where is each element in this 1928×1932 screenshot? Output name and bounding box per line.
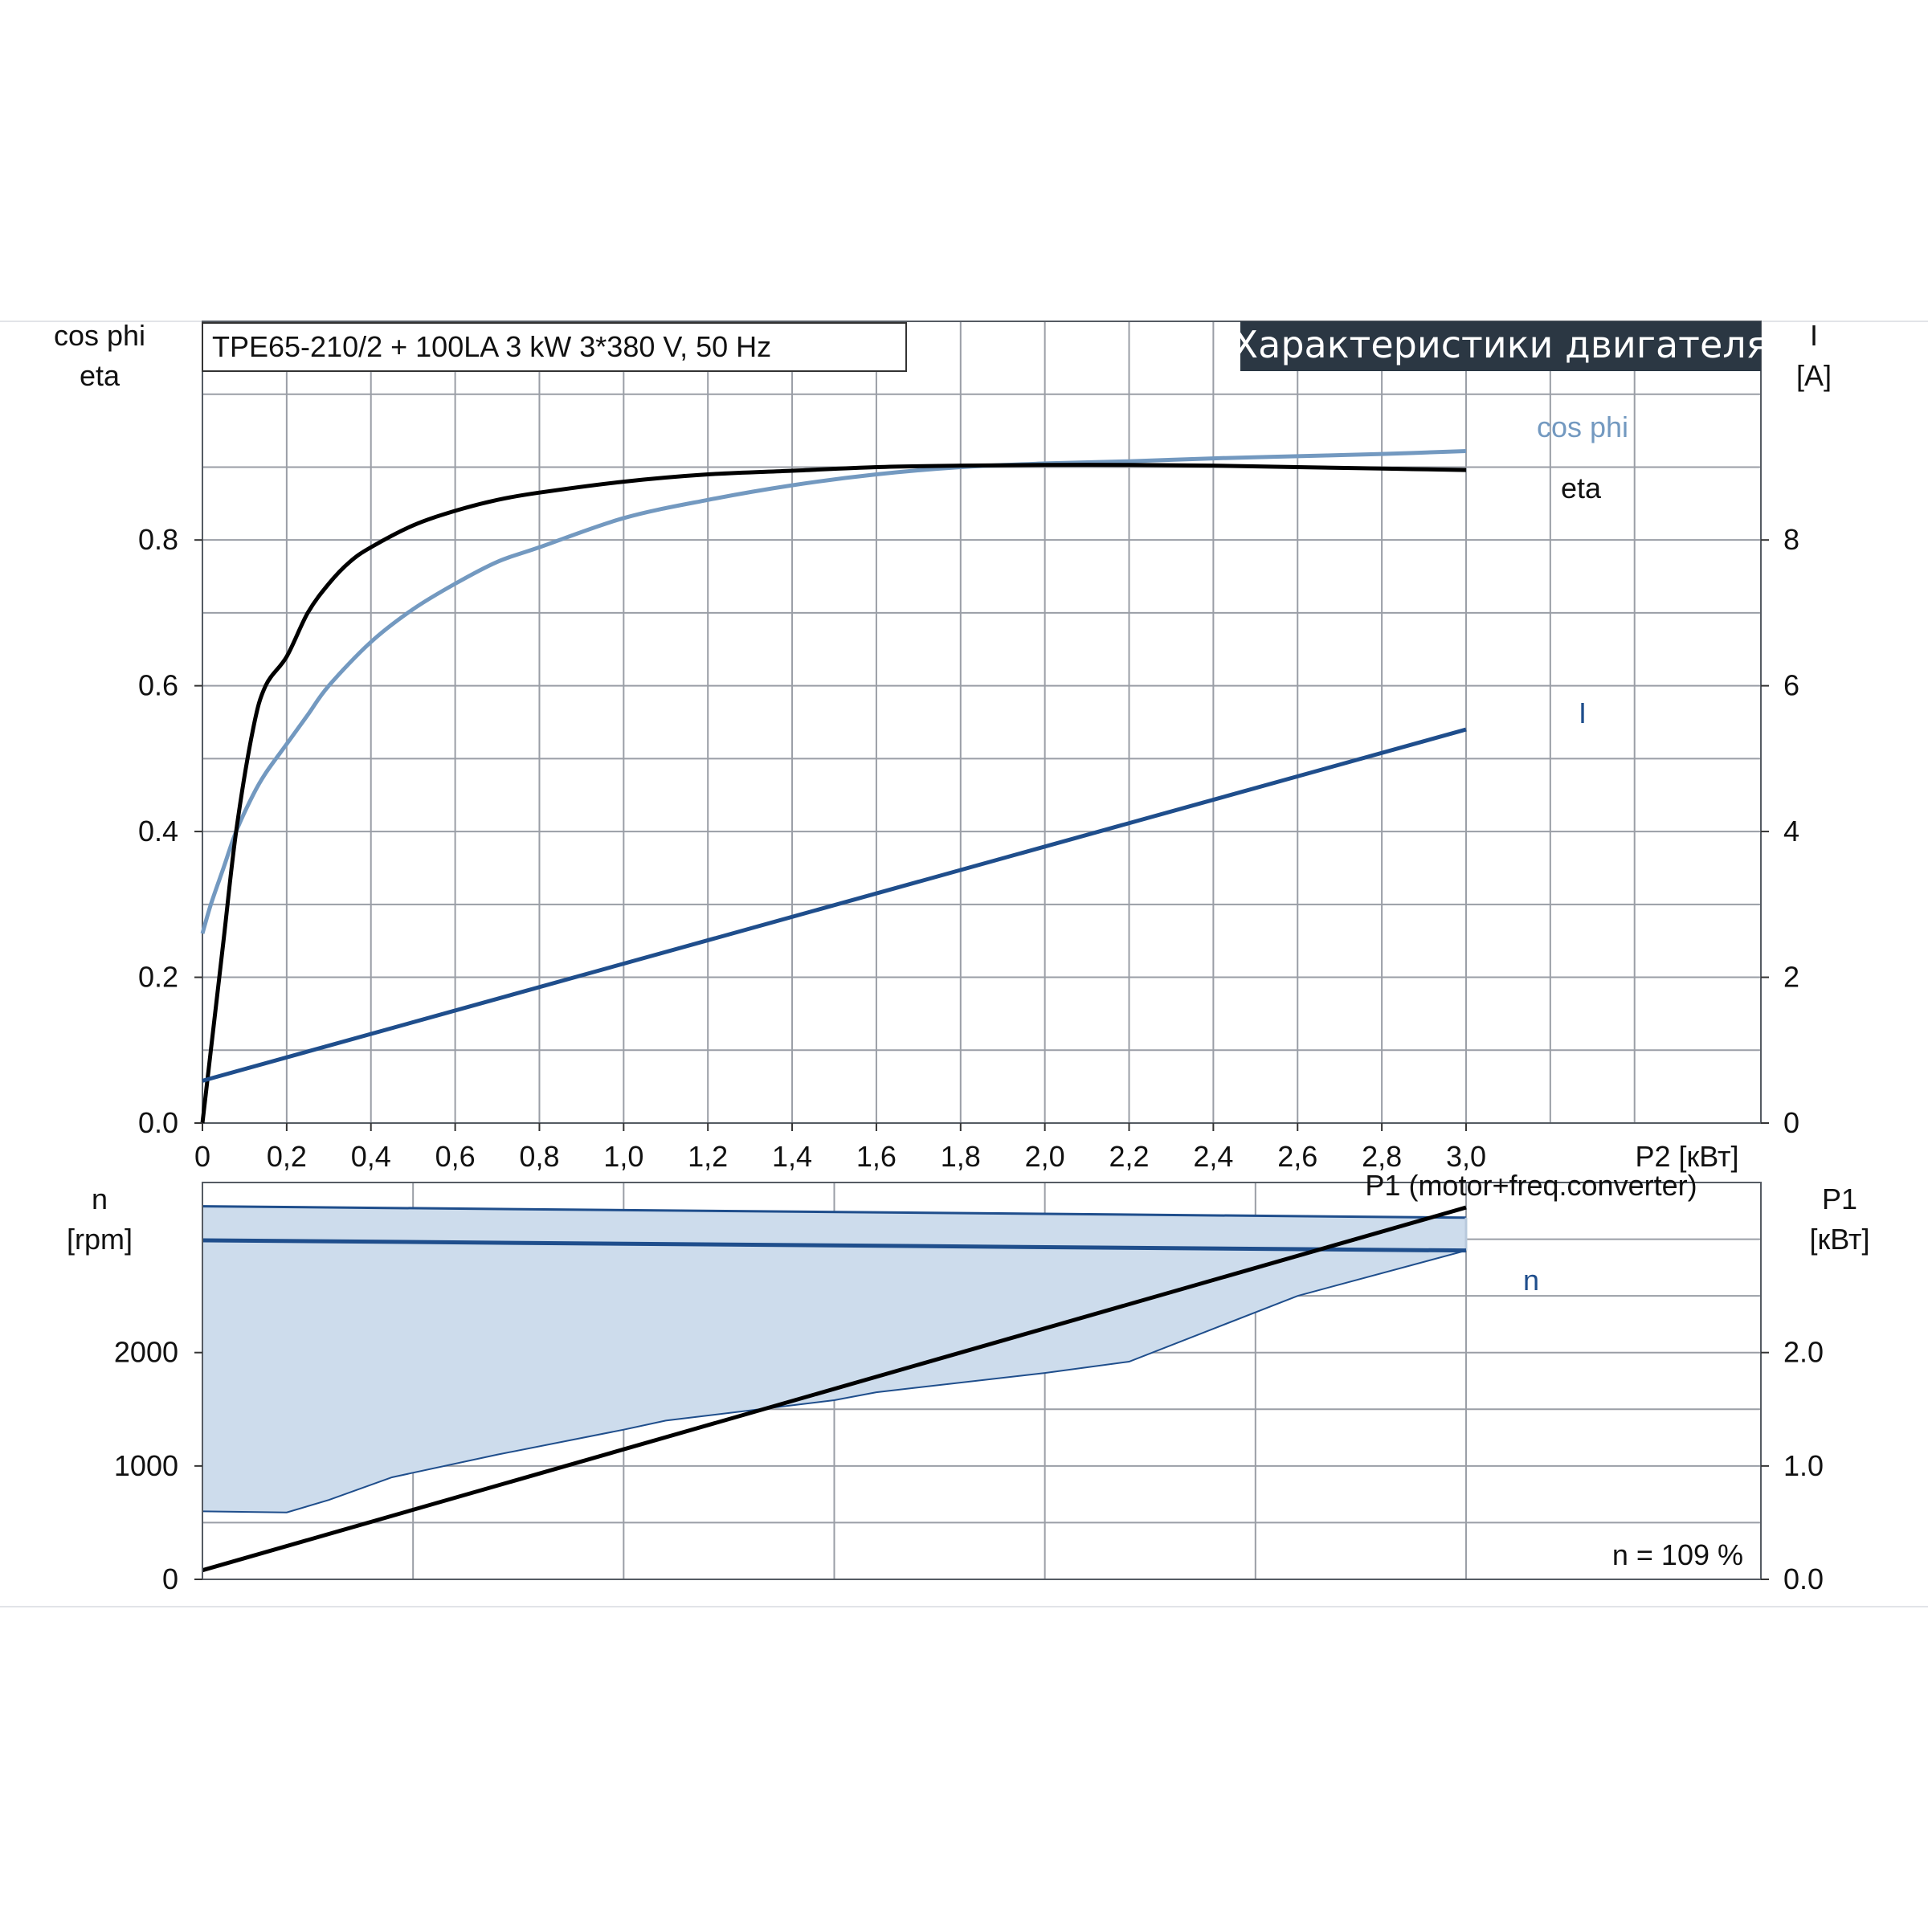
y-right-tick-label: 6 — [1783, 669, 1799, 702]
x-tick-label: 2,4 — [1193, 1140, 1233, 1173]
current-series-label: I — [1579, 696, 1587, 729]
bottom-y-right-tick-label: 1.0 — [1783, 1449, 1824, 1482]
y-left-tick-label: 0.6 — [138, 669, 178, 702]
right-axis-label-current: I — [1810, 319, 1818, 352]
p1-series-label: P1 (motor+freq.converter) — [1365, 1169, 1697, 1202]
p1-series-line — [202, 1205, 1467, 1573]
y-left-tick-label: 0.8 — [138, 523, 178, 556]
cos-phi-series-label: cos phi — [1537, 410, 1628, 443]
y-right-tick-label: 2 — [1783, 961, 1799, 994]
x-tick-label: 1,8 — [941, 1140, 981, 1173]
y-right-tick-label: 4 — [1783, 815, 1799, 848]
bottom-right-axis-label-kw: [кВт] — [1809, 1223, 1869, 1256]
max-speed-line — [202, 1205, 1466, 1219]
x-tick-label: 1,2 — [688, 1140, 728, 1173]
y-right-tick-label: 8 — [1783, 523, 1799, 556]
bottom-left-axis-label-rpm: [rpm] — [67, 1223, 133, 1256]
bottom-y-left-tick-label: 0 — [162, 1562, 178, 1595]
eta-series-label: eta — [1561, 472, 1602, 504]
x-tick-label: 2,0 — [1025, 1140, 1065, 1173]
x-tick-label: 2,8 — [1362, 1140, 1402, 1173]
bottom-left-axis-label-n: n — [92, 1182, 108, 1215]
x-tick-label: 3,0 — [1446, 1140, 1486, 1173]
y-left-tick-label: 0.4 — [138, 815, 178, 848]
min-speed-line — [202, 1249, 1467, 1513]
bottom-right-axis-label-p1: P1 — [1822, 1182, 1857, 1215]
right-axis-label-amps: [A] — [1796, 359, 1832, 392]
top-series-layer — [200, 448, 1467, 1124]
current-series-line — [202, 727, 1467, 1083]
x-tick-label: 2,2 — [1109, 1140, 1149, 1173]
chart-title: Характеристики двигателя — [1233, 323, 1769, 366]
bottom-y-left-tick-label: 1000 — [114, 1449, 178, 1482]
top-grid — [202, 321, 1761, 1124]
left-axis-label-cosphi: cos phi — [54, 319, 145, 352]
x-tick-label: 2,6 — [1277, 1140, 1317, 1173]
speed-range-band — [202, 1206, 1466, 1513]
model-label-box — [202, 322, 907, 372]
x-tick-label: 1,6 — [856, 1140, 897, 1173]
speed-percent-note: n = 109 % — [1612, 1538, 1743, 1571]
bottom-series-layer — [202, 1205, 1468, 1573]
bottom-y-right-tick-label: 2.0 — [1783, 1336, 1824, 1369]
x-tick-label: 1,0 — [603, 1140, 643, 1173]
cos-phi-series-line — [200, 448, 1467, 934]
x-axis-label: P2 [кВт] — [1635, 1140, 1738, 1173]
top-plot-frame — [202, 321, 1762, 1124]
title-banner — [1240, 321, 1761, 371]
top-tick-labels: 0 0,2 0,4 0,6 0,8 1,0 1,2 1,4 1,6 1,8 2,0 2,2 2,4 2,6… — [138, 523, 1799, 1173]
y-right-tick-label: 0 — [1783, 1106, 1799, 1139]
x-tick-label: 0,8 — [519, 1140, 559, 1173]
x-tick-label: 0,4 — [351, 1140, 391, 1173]
y-left-tick-label: 0.2 — [138, 961, 178, 994]
x-tick-label: 0,2 — [267, 1140, 307, 1173]
model-label: TPE65-210/2 + 100LA 3 kW 3*380 V, 50 Hz — [212, 330, 771, 363]
x-tick-label: 0 — [194, 1140, 210, 1173]
left-axis-label-eta: eta — [80, 359, 120, 392]
bottom-y-left-tick-label: 2000 — [114, 1336, 178, 1369]
speed-series-label: n — [1523, 1264, 1539, 1297]
y-left-tick-label: 0.0 — [138, 1106, 178, 1139]
speed-series-line — [202, 1238, 1466, 1253]
eta-series-line — [200, 463, 1467, 1124]
bottom-tick-labels: 0 1000 2000 0.0 1.0 2.0 — [114, 1336, 1824, 1595]
x-tick-label: 0,6 — [435, 1140, 476, 1173]
x-tick-label: 1,4 — [772, 1140, 812, 1173]
bottom-y-right-tick-label: 0.0 — [1783, 1562, 1824, 1595]
bottom-plot-frame — [202, 1182, 1762, 1580]
